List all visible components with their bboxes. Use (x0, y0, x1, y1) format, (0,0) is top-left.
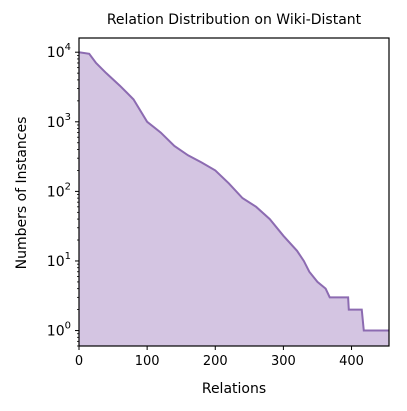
series-area-fill (79, 52, 389, 346)
x-tick-label: 400 (339, 354, 364, 369)
y-tick-label: 101 (47, 251, 71, 270)
x-tick-label: 0 (75, 354, 83, 369)
x-axis: 0 100 200 300 400 (75, 346, 364, 369)
x-tick-label: 100 (135, 354, 160, 369)
plot-area (78, 51, 389, 346)
chart-title: Relation Distribution on Wiki-Distant (107, 12, 362, 28)
y-tick-label: 104 (47, 42, 71, 61)
y-tick-label: 100 (47, 321, 71, 340)
y-axis: 100 101 102 103 104 (47, 42, 79, 347)
y-tick-label: 103 (47, 112, 71, 131)
plot-frame (78, 37, 390, 347)
x-tick-label: 300 (271, 354, 296, 369)
series-line (78, 51, 389, 332)
x-tick-label: 200 (203, 354, 228, 369)
y-axis-title: Numbers of Instances (14, 117, 30, 270)
y-tick-label: 102 (47, 181, 71, 200)
x-axis-title: Relations (202, 381, 266, 397)
